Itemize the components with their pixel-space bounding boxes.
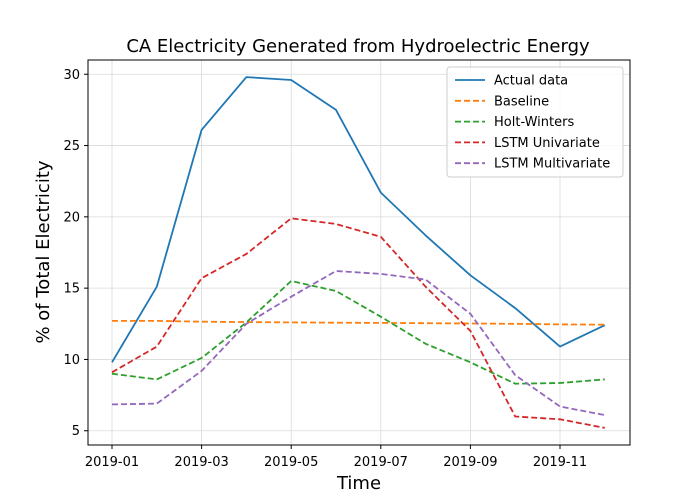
y-tick-label: 15 (63, 282, 80, 297)
x-tick-label: 2019-03 (174, 455, 228, 470)
x-tick-label: 2019-09 (443, 455, 497, 470)
legend-label: Holt-Winters (494, 115, 574, 130)
x-tick-label: 2019-07 (354, 455, 408, 470)
chart-title: CA Electricity Generated from Hydroelect… (126, 36, 590, 57)
series-line-lstm-multivariate (111, 270, 605, 416)
legend-label: Actual data (494, 74, 568, 89)
plot-frame (87, 59, 631, 446)
legend-box (446, 66, 624, 178)
y-axis-label: % of Total Electricity (33, 160, 54, 343)
x-tick-label: 2019-05 (264, 455, 318, 470)
y-tick-label: 10 (63, 353, 80, 368)
legend: Actual data Baseline Holt-Winters LSTM Univ… (446, 66, 624, 178)
series-line-holt-winters (111, 280, 605, 385)
x-tick-label: 2019-01 (85, 455, 139, 470)
series-line-lstm-univariate (111, 217, 605, 429)
y-tick-label: 20 (63, 210, 80, 225)
series-line-baseline (112, 320, 605, 326)
legend-label: LSTM Multivariate (494, 157, 610, 172)
x-tick-label: 2019-11 (533, 455, 587, 470)
x-axis-ticks: 2019-01 2019-03 2019-05 2019-07 2019-09 2019-… (85, 445, 587, 470)
series-line-actual-data (111, 76, 606, 363)
legend-label: Baseline (494, 94, 549, 109)
series-layer (111, 76, 606, 429)
y-tick-label: 30 (63, 68, 80, 83)
y-axis-ticks: 5 10 15 20 25 30 (63, 68, 88, 439)
y-tick-label: 25 (63, 139, 80, 154)
x-axis-label: Time (336, 473, 381, 494)
legend-label: LSTM Univariate (494, 136, 600, 151)
y-tick-label: 5 (72, 424, 80, 439)
